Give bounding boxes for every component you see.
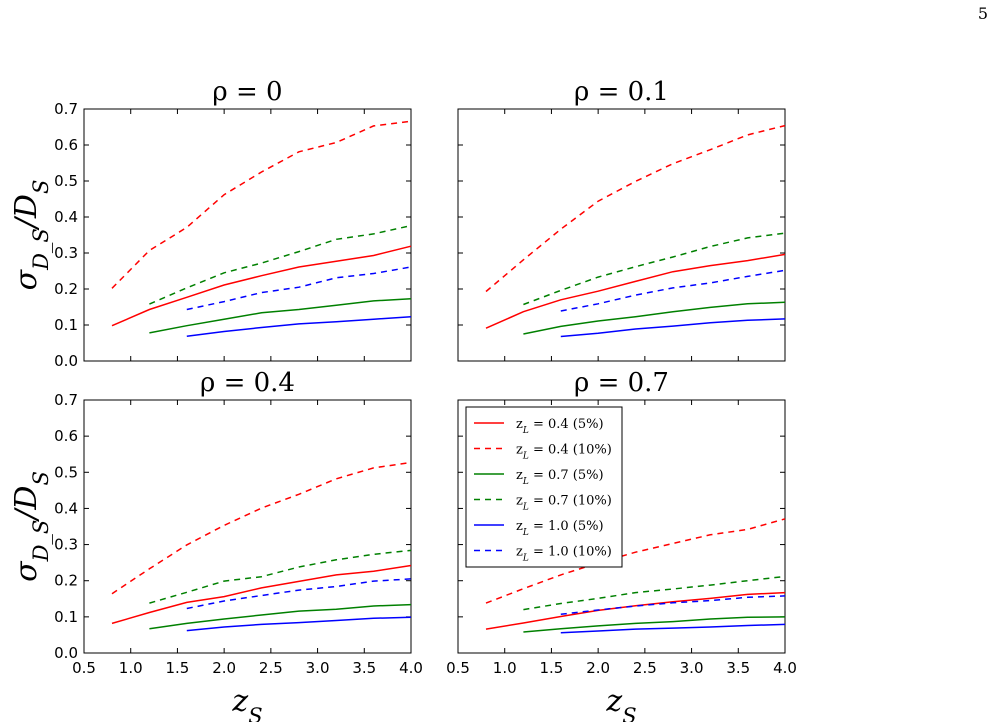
x-tick-label: 0.5 [446, 659, 470, 677]
y-tick-label: 0.1 [54, 316, 78, 334]
y-tick-label: 0.1 [54, 608, 78, 626]
axes-frame [83, 108, 412, 362]
series-line-6 [560, 595, 786, 616]
y-tick-label: 0.0 [54, 644, 78, 662]
y-tick-label: 0.4 [54, 499, 78, 517]
x-tick-label: 3.5 [726, 659, 750, 677]
series-line-2 [485, 518, 786, 604]
axes-frame [83, 399, 412, 654]
x-tick-label: 4.0 [399, 659, 423, 677]
series-line-1 [111, 564, 412, 625]
series-line-2 [111, 461, 412, 595]
x-tick-label: 4.0 [773, 659, 797, 677]
legend: zL = 0.4 (5%) zL = 0.4 (10%) zL = 0.7 (5%)… [465, 406, 623, 568]
series-line-4 [523, 575, 786, 611]
x-tick-label: 3.0 [680, 659, 704, 677]
y-tick-label: 0.2 [54, 572, 78, 590]
axes-frame [457, 399, 786, 654]
y-tick-label: 0.7 [54, 391, 78, 409]
x-axis-label: zS [605, 684, 636, 722]
series-line-1 [485, 253, 786, 329]
series-line-2 [485, 124, 786, 293]
y-tick-label: 0.6 [54, 136, 78, 154]
x-tick-label: 3.5 [352, 659, 376, 677]
x-tick-label: 0.5 [72, 659, 96, 677]
series-line-3 [149, 603, 412, 630]
y-tick-label: 0.5 [54, 172, 78, 190]
y-tick-label: 0.2 [54, 280, 78, 298]
legend-label: zL = 1.0 (10%) [516, 545, 612, 564]
series-line-6 [186, 266, 412, 311]
x-axis-label: zS [231, 684, 262, 722]
legend-label: zL = 0.7 (5%) [516, 468, 604, 487]
axes-frame [457, 108, 786, 362]
x-tick-label: 3.0 [306, 659, 330, 677]
panel-title: ρ = 0.4 [200, 368, 295, 398]
series-line-5 [560, 623, 786, 634]
series-line-1 [111, 245, 412, 327]
series-line-2 [111, 120, 412, 289]
series-line-5 [560, 318, 786, 338]
x-tick-label: 2.0 [586, 659, 610, 677]
series-line-4 [149, 224, 412, 305]
y-tick-label: 0.5 [54, 463, 78, 481]
page-number: 5 [977, 4, 988, 23]
x-tick-label: 2.0 [212, 659, 236, 677]
legend-label: zL = 0.4 (10%) [516, 443, 612, 462]
panel-title: ρ = 0 [212, 77, 282, 107]
legend-box [465, 406, 623, 568]
y-tick-label: 0.7 [54, 100, 78, 118]
y-tick-label: 0.3 [54, 536, 78, 554]
panel-4: 0.5 1.0 1.5 2.0 2.5 3.0 3.5 4.0 ρ = 0.7 zS [446, 368, 797, 722]
legend-label: zL = 0.7 (10%) [516, 494, 612, 513]
series-line-6 [560, 269, 786, 312]
series-line-3 [523, 301, 786, 335]
panel-1: 0.0 0.1 0.2 0.3 0.4 0.5 0.6 0.7 ρ = 0 σD_S/DS [9, 77, 412, 370]
series-line-1 [485, 591, 786, 630]
x-tick-label: 1.0 [119, 659, 143, 677]
y-tick-label: 0.4 [54, 208, 78, 226]
panel-3: 0.5 1.0 1.5 2.0 2.5 3.0 3.5 4.0 0.0 0.1 0.2 0.3 0.4 0… [9, 368, 423, 722]
series-line-4 [523, 232, 786, 306]
x-tick-label: 2.5 [633, 659, 657, 677]
x-tick-label: 2.5 [259, 659, 283, 677]
panel-title: ρ = 0.1 [574, 77, 669, 107]
legend-label: zL = 1.0 (5%) [516, 519, 604, 538]
x-tick-label: 1.0 [493, 659, 517, 677]
x-tick-label: 1.5 [539, 659, 563, 677]
series-line-3 [149, 297, 412, 334]
panel-title: ρ = 0.7 [574, 368, 669, 398]
series-line-5 [186, 616, 412, 632]
series-line-5 [186, 315, 412, 337]
y-tick-label: 0.6 [54, 427, 78, 445]
panel-2: ρ = 0.1 [457, 77, 786, 362]
legend-label: zL = 0.4 (5%) [516, 417, 604, 436]
series-line-6 [186, 578, 412, 610]
x-tick-label: 1.5 [165, 659, 189, 677]
series-line-3 [523, 616, 786, 633]
y-axis-label: σD_S/DS [9, 180, 53, 291]
y-axis-label: σD_S/DS [9, 471, 53, 582]
y-tick-label: 0.3 [54, 244, 78, 262]
series-line-4 [149, 549, 412, 604]
y-tick-label: 0.0 [54, 352, 78, 370]
